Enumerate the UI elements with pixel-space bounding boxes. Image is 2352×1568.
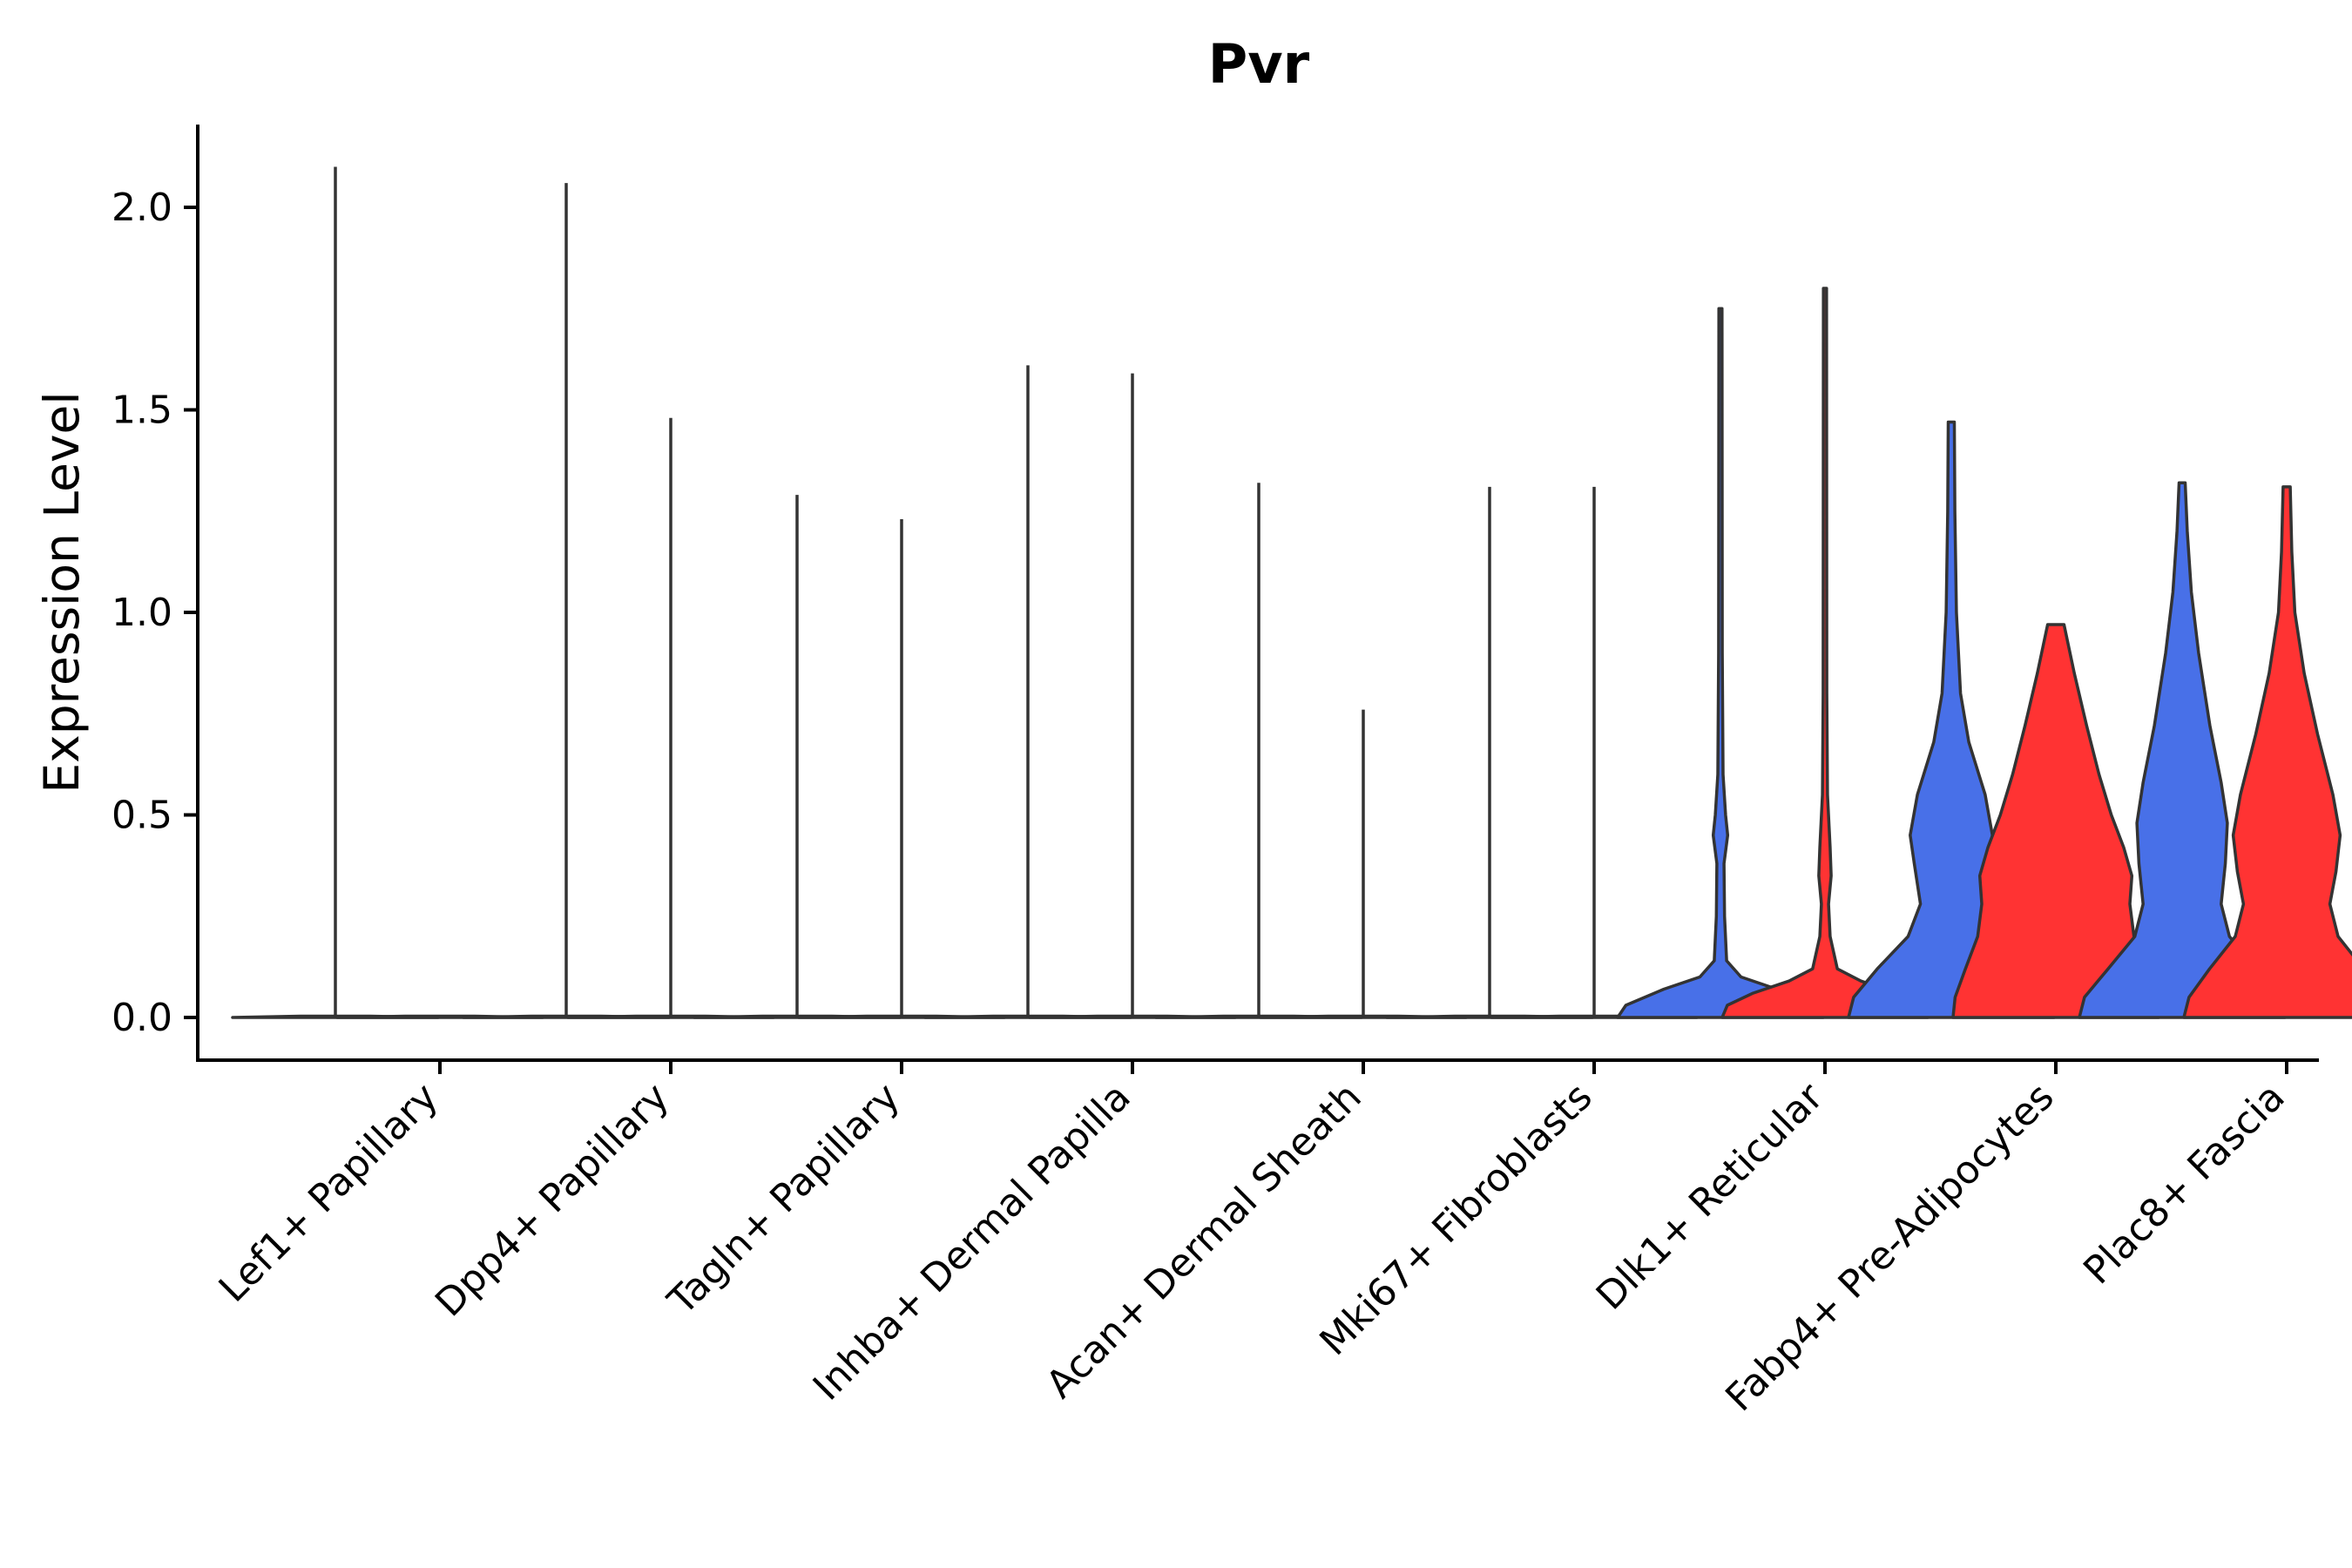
y-tick-label: 1.0 [112, 591, 172, 635]
chart-title: Pvr [1208, 32, 1310, 96]
x-tick-label: Plac8+ Fascia [2075, 1075, 2294, 1294]
y-tick-label: 0.5 [112, 794, 172, 838]
violin-blue [2078, 481, 2287, 1019]
violin-red [1720, 287, 1930, 1019]
violins-layer [231, 166, 2352, 1019]
x-tick-label: Dlk1+ Reticular [1588, 1074, 1833, 1319]
y-tick-label: 1.5 [112, 389, 172, 433]
x-tick-label: Lef1+ Papillary [211, 1075, 447, 1311]
violin-blue [1616, 307, 1825, 1019]
x-tick-label: Dpp4+ Papillary [427, 1075, 678, 1326]
y-tick-label: 2.0 [112, 186, 172, 230]
y-axis-label: Expression Level [34, 391, 90, 793]
violin-red [1951, 623, 2160, 1019]
y-ticks: 0.0 0.5 1.0 1.5 2.0 [112, 186, 198, 1040]
y-tick-label: 0.0 [112, 996, 172, 1040]
x-tick-label: Tagln+ Papillary [659, 1075, 909, 1324]
violin-red [2182, 485, 2352, 1019]
